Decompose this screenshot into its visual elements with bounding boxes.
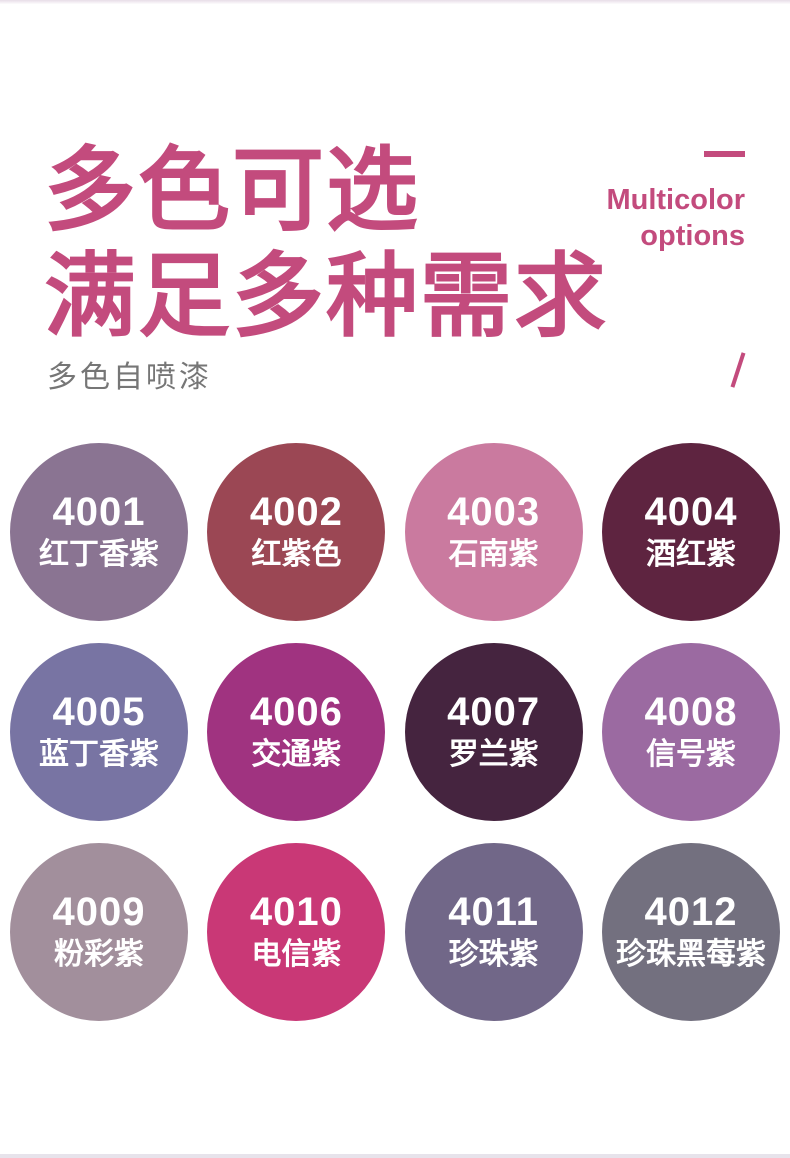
swatch-name: 红紫色 [251,538,342,571]
accent-dash [704,151,745,157]
color-swatch-4009: 4009 粉彩紫 [10,843,188,1021]
section-title-line2: 满足多种需求 [44,246,609,348]
color-swatch-4003: 4003 石南紫 [404,443,583,621]
color-swatch-4011: 4011 珍珠紫 [404,843,583,1021]
swatch-name: 石南紫 [448,538,539,571]
subtitle-en-line2: options [640,220,745,252]
color-swatch-4012: 4012 珍珠黑莓紫 [601,843,780,1021]
color-swatch-4008: 4008 信号紫 [601,643,780,821]
swatch-code: 4002 [249,490,343,534]
color-swatch-4002: 4002 红紫色 [207,443,386,621]
accent-slash [730,352,746,388]
swatch-name: 珍珠紫 [448,938,539,971]
section-subtitle-cn: 多色自喷漆 [47,361,212,394]
color-swatch-grid: 4001 红丁香紫 4002 红紫色 4003 石南紫 4004 酒红紫 400… [10,443,780,1021]
swatch-name: 酒红紫 [645,538,736,571]
swatch-code: 4006 [249,690,343,734]
color-swatch-4005: 4005 蓝丁香紫 [10,643,188,821]
swatch-name: 交通紫 [251,738,342,771]
swatch-name: 蓝丁香紫 [39,738,159,771]
swatch-name: 电信紫 [251,938,342,971]
color-swatch-4010: 4010 电信紫 [207,843,386,1021]
swatch-code: 4009 [52,890,146,934]
swatch-name: 罗兰紫 [448,738,539,771]
swatch-code: 4003 [447,490,541,534]
swatch-name: 珍珠黑莓紫 [615,938,766,971]
swatch-name: 粉彩紫 [54,938,144,971]
section-title: 多色可选 满足多种需求 [44,138,608,350]
section-title-line1: 多色可选 [44,140,421,242]
color-swatch-4007: 4007 罗兰紫 [404,643,583,821]
swatch-code: 4005 [52,690,146,734]
top-divider [0,0,790,4]
swatch-code: 4001 [52,490,146,534]
swatch-code: 4008 [644,690,738,734]
swatch-name: 信号紫 [645,738,736,771]
bottom-divider [0,1154,790,1158]
swatch-code: 4012 [644,890,738,934]
swatch-code: 4004 [644,490,738,534]
section-subtitle-en: Multicolor options [606,182,745,254]
color-swatch-4004: 4004 酒红紫 [601,443,780,621]
subtitle-en-line1: Multicolor [606,184,745,216]
swatch-name: 红丁香紫 [39,538,159,571]
swatch-code: 4010 [249,890,343,934]
color-swatch-4001: 4001 红丁香紫 [10,443,188,621]
color-swatch-4006: 4006 交通紫 [207,643,386,821]
swatch-code: 4007 [447,690,541,734]
swatch-code: 4011 [448,890,540,934]
